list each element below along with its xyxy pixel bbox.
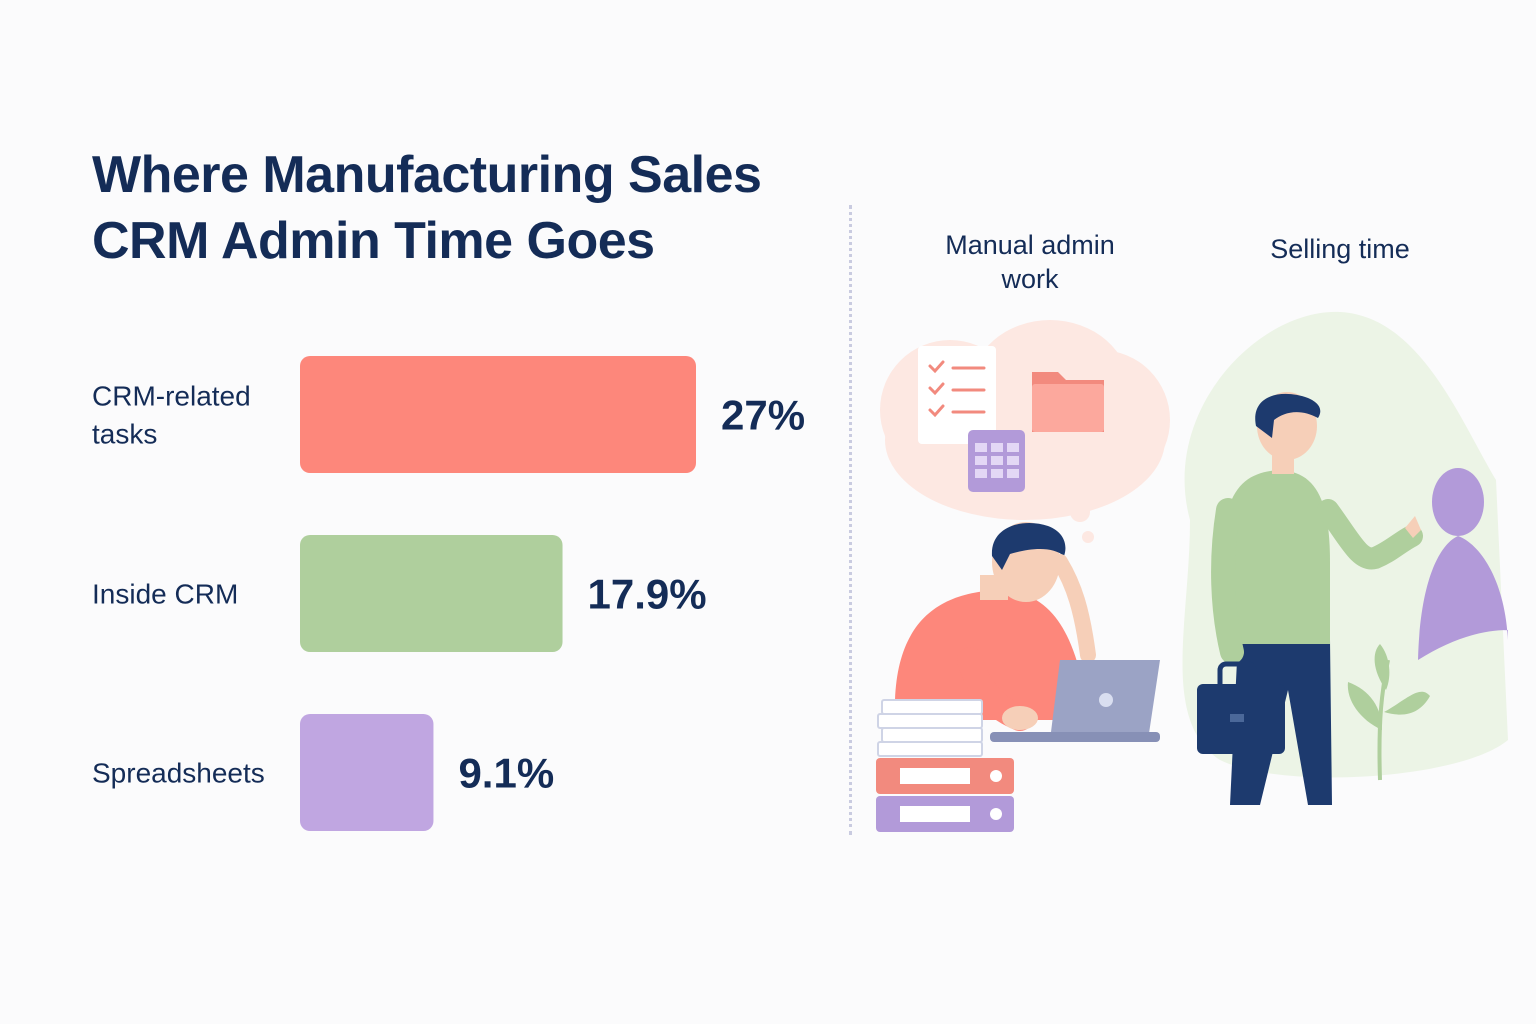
value-label-2: 17.9%: [588, 571, 707, 618]
title-line-1: Where Manufacturing Sales: [92, 146, 762, 204]
category-label-2-line-1: Inside CRM: [92, 579, 238, 610]
folder-icon: [1032, 372, 1104, 432]
paper-stack-icon: [877, 699, 983, 757]
checklist-icon: [918, 346, 996, 444]
briefcase-icon: [1197, 661, 1285, 754]
category-label-2: Inside CRM: [92, 579, 238, 610]
panel-divider: [849, 205, 852, 835]
category-label-3-line-1: Spreadsheets: [92, 758, 265, 789]
selling-time-label: Selling time: [1270, 234, 1410, 264]
spreadsheet-icon: [968, 430, 1025, 492]
category-label-3: Spreadsheets: [92, 758, 265, 789]
selling-time-scene: [1182, 311, 1508, 805]
manual-admin-label-line-1: Manual admin: [945, 230, 1115, 260]
chart-title: Where Manufacturing Sales CRM Admin Time…: [92, 142, 832, 274]
value-label-3: 9.1%: [458, 750, 554, 797]
bar-chart: CRM-related tasks 27% Inside CRM 17.9% Spread…: [92, 356, 805, 831]
client-silhouette: [1418, 468, 1508, 660]
value-label-1: 27%: [721, 392, 805, 439]
manual-admin-work-label: Manual admin work: [930, 228, 1130, 296]
title-line-2: CRM Admin Time Goes: [92, 212, 655, 270]
binder-icon: [876, 758, 1014, 832]
plant-icon: [1347, 644, 1430, 781]
illustration: [876, 311, 1508, 832]
stressed-worker: [895, 522, 1096, 731]
bar-2: [300, 535, 563, 652]
category-label-1-line-2: tasks: [92, 419, 157, 450]
category-label-1: CRM-related tasks: [92, 381, 251, 450]
manual-admin-scene: [876, 320, 1170, 832]
category-label-1-line-1: CRM-related: [92, 381, 251, 412]
bar-1: [300, 356, 696, 473]
manual-admin-label-line-2: work: [1001, 264, 1059, 294]
bar-3: [300, 714, 434, 831]
laptop-icon: [990, 660, 1160, 742]
